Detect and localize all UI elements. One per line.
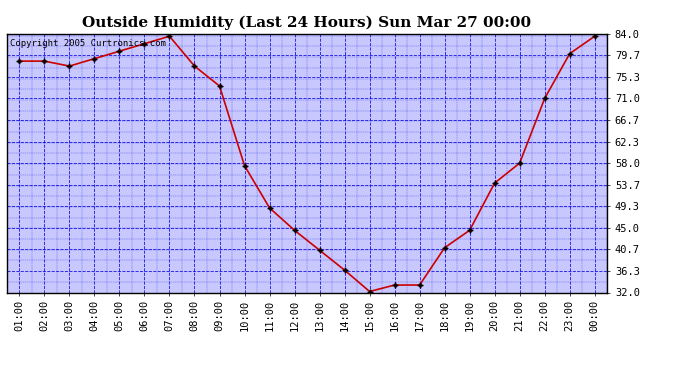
Title: Outside Humidity (Last 24 Hours) Sun Mar 27 00:00: Outside Humidity (Last 24 Hours) Sun Mar… [83, 15, 531, 30]
Text: Copyright 2005 Curtronics.com: Copyright 2005 Curtronics.com [10, 39, 166, 48]
